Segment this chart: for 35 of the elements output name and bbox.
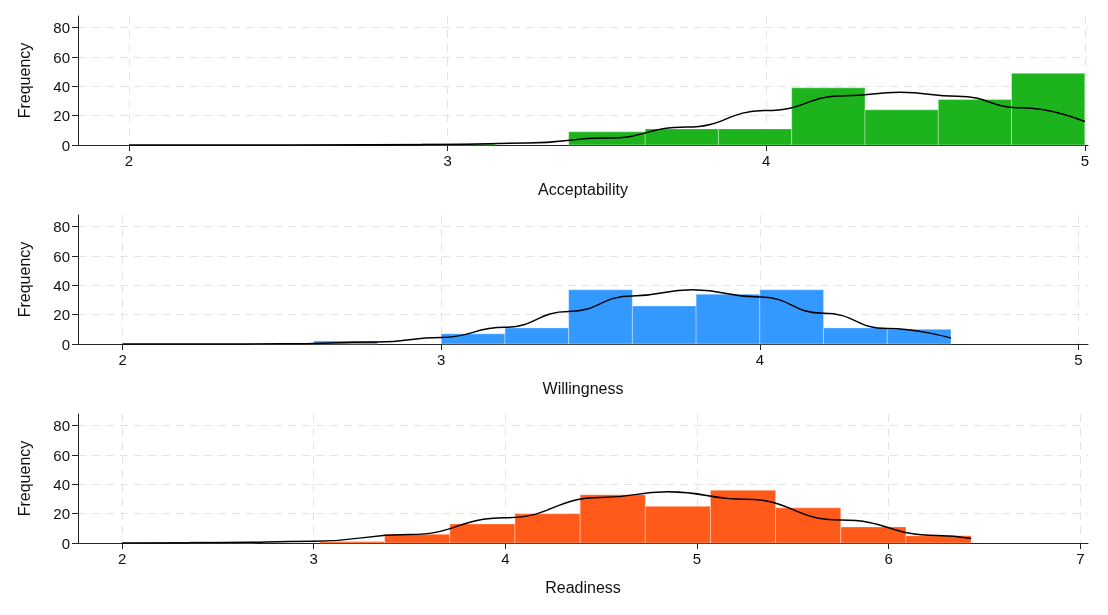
y-tick-label: 0 [61, 534, 70, 552]
x-tick-label: 3 [443, 152, 452, 169]
y-tick-label: 80 [53, 19, 70, 37]
y-axis-title: Frequency [15, 42, 33, 119]
x-tick-label: 2 [124, 152, 134, 169]
y-tick-label: 20 [53, 107, 70, 125]
y-tick-label: 40 [53, 77, 70, 95]
y-tick-label: 40 [53, 276, 70, 294]
x-tick-label: 6 [884, 550, 893, 567]
x-tick-label: 2 [118, 351, 127, 368]
y-tick-label: 60 [53, 48, 70, 66]
x-tick-label: 7 [1076, 550, 1085, 567]
x-tick-label: 5 [692, 550, 702, 567]
x-tick-label: 5 [1074, 351, 1083, 368]
y-tick-label: 40 [53, 475, 70, 493]
x-tick-label: 2 [117, 550, 127, 567]
x-axis-title: Acceptability [538, 180, 628, 198]
y-tick-label: 0 [61, 136, 70, 154]
y-tick-label: 20 [53, 306, 70, 324]
y-axis-title: Frequency [15, 440, 33, 517]
x-tick-label: 4 [501, 550, 510, 567]
y-tick-label: 60 [53, 247, 70, 265]
x-tick-label: 3 [437, 351, 446, 368]
x-tick-label: 4 [755, 351, 764, 368]
x-tick-label: 5 [1080, 152, 1089, 169]
y-axis-title: Frequency [15, 241, 33, 318]
y-tick-label: 0 [61, 335, 70, 353]
y-tick-label: 60 [53, 446, 70, 464]
x-tick-label: 3 [309, 550, 318, 567]
x-tick-label: 4 [762, 152, 771, 169]
y-tick-label: 80 [53, 218, 70, 236]
y-tick-label: 80 [53, 417, 70, 435]
x-axis-title: Readiness [545, 578, 621, 596]
y-tick-label: 20 [53, 505, 70, 523]
x-axis-title: Willingness [542, 379, 624, 397]
